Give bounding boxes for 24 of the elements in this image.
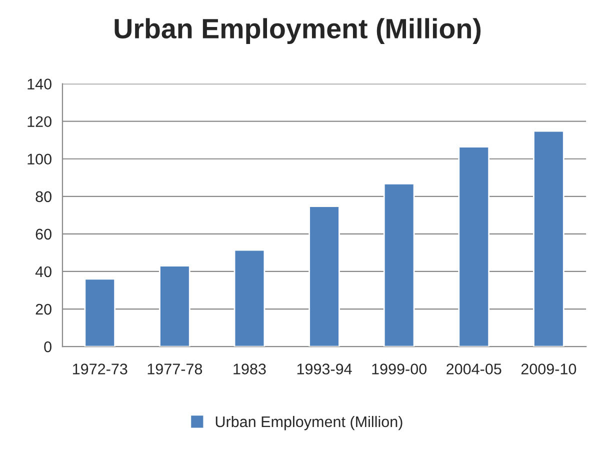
y-tick-label: 60 xyxy=(36,228,52,240)
x-tick-label: 2009-10 xyxy=(521,364,576,374)
y-tick-label: 100 xyxy=(28,154,52,165)
x-tick-label: 2004-05 xyxy=(446,364,502,374)
y-tick-label: 120 xyxy=(28,116,52,128)
bar xyxy=(159,265,190,347)
y-tick-label: 80 xyxy=(36,191,52,202)
bar xyxy=(383,182,415,347)
bar xyxy=(234,249,266,347)
chart-title: Urban Employment (Million) xyxy=(114,18,481,44)
legend-label: Urban Employment (Million) xyxy=(216,416,402,430)
x-tick-label: 1972-73 xyxy=(73,364,128,374)
bar xyxy=(84,278,116,347)
x-tick-label: 1993-94 xyxy=(297,364,352,374)
y-tick-label: 140 xyxy=(28,78,52,90)
x-tick-label: 1983 xyxy=(234,364,266,374)
y-tick-label: 20 xyxy=(36,304,52,315)
bar xyxy=(533,130,564,347)
bar xyxy=(308,206,340,347)
x-tick-label: 1977-78 xyxy=(148,364,202,374)
y-tick-label: 40 xyxy=(35,266,52,278)
bar xyxy=(458,146,490,347)
x-tick-label: 1999-00 xyxy=(372,364,427,374)
y-tick-label: 0 xyxy=(44,341,52,352)
